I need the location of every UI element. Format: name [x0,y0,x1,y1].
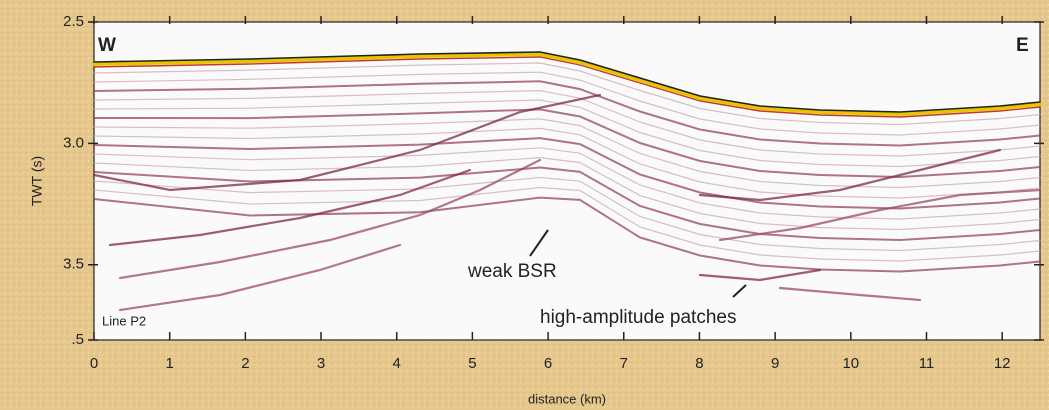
chart: W E weak BSR high-amplitude patches Line… [0,0,1049,410]
annotation: weak BSR [467,261,557,282]
x-axis-title: distance (km) [528,391,606,406]
annotation: E [1016,35,1029,56]
y-tick-label: 2.5 [63,13,84,30]
x-tick-label: 10 [842,355,859,372]
y-tick-label: 3.5 [63,256,84,273]
x-tick-label: 5 [468,355,476,372]
page: {"chart_data": {"type": "image", "x_labe… [0,0,1049,410]
y-tick-label: 3.0 [63,134,84,151]
x-tick-label: 1 [166,355,174,372]
annotation: high-amplitude patches [540,307,736,328]
x-tick-label: 11 [919,355,935,372]
x-tick-label: 7 [620,355,628,372]
x-tick-label: 8 [695,355,703,372]
y-tick-label: .5 [71,331,84,348]
annotation: W [98,35,116,56]
x-tick-label: 12 [994,355,1011,372]
x-tick-label: 2 [241,355,249,372]
x-tick-label: 0 [90,355,98,372]
x-tick-label: 4 [393,355,401,372]
annotation: Line P2 [102,313,146,328]
y-axis-title: TWT (s) [29,156,45,206]
x-tick-label: 3 [317,355,325,372]
x-tick-label: 6 [544,355,552,372]
x-tick-label: 9 [771,355,779,372]
